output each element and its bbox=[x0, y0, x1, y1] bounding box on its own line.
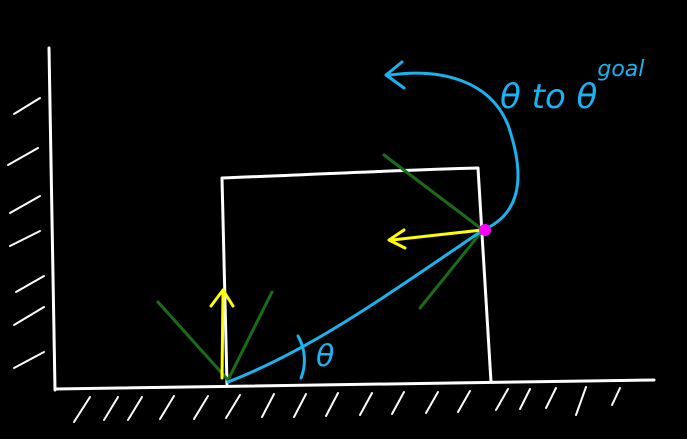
goal-rotation-path bbox=[226, 71, 520, 384]
floor-friction-cone bbox=[156, 290, 274, 382]
angle-arc bbox=[296, 334, 306, 380]
goal-label: θ to θgoal bbox=[500, 57, 644, 117]
wall-line bbox=[47, 46, 57, 392]
goal-label-superscript: goal bbox=[597, 57, 644, 82]
finger-friction-cone bbox=[382, 153, 485, 310]
normal-force-arrow bbox=[209, 288, 235, 380]
angle-label: θ bbox=[316, 339, 334, 374]
floor-hatching bbox=[73, 386, 621, 423]
goal-label-main: θ to θ bbox=[500, 77, 598, 117]
box-outline bbox=[220, 166, 493, 386]
contact-point bbox=[479, 224, 491, 236]
floor-line bbox=[53, 378, 656, 391]
goal-rotation-arrowhead bbox=[384, 60, 406, 90]
wall-hatching bbox=[7, 97, 45, 369]
finger-force-arrow bbox=[387, 228, 484, 250]
